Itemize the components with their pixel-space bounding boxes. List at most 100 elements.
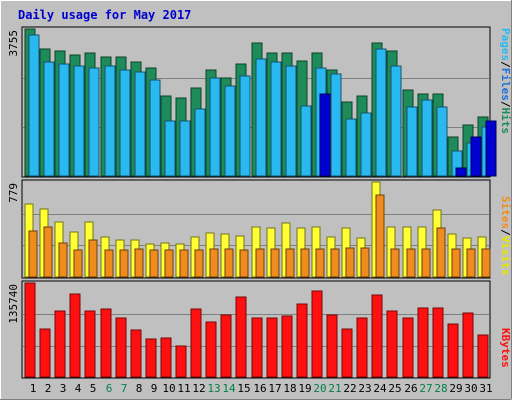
bar-files-day-22 (345, 118, 357, 177)
ymax-label-panel-3: 135740 (7, 284, 20, 324)
bar-sites-day-16 (255, 248, 265, 278)
bar-sites-day-26 (406, 248, 416, 278)
bars-kbytes (24, 282, 489, 378)
x-axis-day-labels: 1 2 3 4 5 6 7 8 9 10 11 12 13 14 15 16 17 18 19 20 21 22 23 24 2… (30, 382, 493, 395)
bars-hits-files-pages (24, 28, 497, 177)
bar-files-day-28 (436, 106, 448, 177)
bar-kbytes-day-1 (24, 282, 36, 378)
bar-files-day-2 (43, 61, 55, 177)
bar-sites-day-30 (466, 248, 476, 278)
x-tick-label-day-14: 14 (222, 382, 236, 395)
bar-sites-day-27 (421, 248, 431, 278)
legend-panel-3: KBytes (499, 328, 512, 368)
x-tick-label-day-17: 17 (268, 382, 281, 395)
bar-sites-day-22 (345, 247, 355, 278)
x-tick-label-day-20: 20 (313, 382, 326, 395)
bar-sites-day-4 (73, 249, 83, 278)
x-tick-label-day-7: 7 (121, 382, 128, 395)
x-tick-label-day-19: 19 (298, 382, 311, 395)
bar-files-day-10 (164, 120, 176, 177)
x-tick-label-day-27: 27 (419, 382, 432, 395)
legend-panel-2: Sites/Visits (499, 196, 512, 276)
x-tick-label-day-28: 28 (434, 382, 447, 395)
legend-pages: Pages (499, 28, 512, 61)
legend-sep-1: / (499, 61, 512, 68)
x-tick-label-day-15: 15 (237, 382, 250, 395)
bar-files-day-19 (300, 105, 312, 177)
x-tick-label-day-6: 6 (106, 382, 113, 395)
bar-files-day-18 (285, 65, 297, 177)
x-tick-label-day-29: 29 (449, 382, 462, 395)
bar-sites-day-6 (104, 249, 114, 278)
bar-sites-day-2 (43, 226, 53, 278)
x-tick-label-day-26: 26 (404, 382, 417, 395)
x-tick-label-day-2: 2 (45, 382, 52, 395)
bar-sites-day-24 (375, 194, 385, 278)
bar-kbytes-day-26 (402, 317, 414, 378)
x-tick-label-day-13: 13 (207, 382, 220, 395)
bar-kbytes-day-20 (311, 290, 323, 378)
x-tick-label-day-30: 30 (464, 382, 477, 395)
bar-sites-day-17 (270, 248, 280, 278)
legend-sep-2: / (499, 101, 512, 108)
bar-kbytes-day-30 (462, 312, 474, 378)
bar-files-day-9 (149, 79, 161, 177)
bar-kbytes-day-31 (477, 334, 489, 378)
bar-kbytes-day-3 (54, 310, 66, 378)
bar-sites-day-29 (451, 248, 461, 278)
bar-kbytes-day-6 (100, 308, 112, 378)
bar-files-day-25 (390, 65, 402, 177)
bar-kbytes-day-25 (386, 310, 398, 378)
bar-kbytes-day-7 (115, 317, 127, 378)
bar-sites-day-28 (436, 227, 446, 278)
bar-files-day-6 (104, 65, 116, 177)
x-tick-label-day-3: 3 (60, 382, 67, 395)
x-tick-label-day-11: 11 (177, 382, 190, 395)
x-tick-label-day-9: 9 (151, 382, 158, 395)
bar-kbytes-day-11 (175, 345, 187, 378)
bar-files-day-13 (209, 77, 221, 177)
legend-sep-3: / (499, 229, 512, 236)
bar-pages-day-31 (485, 120, 497, 177)
bar-kbytes-day-18 (281, 315, 293, 378)
bar-pages-day-29 (455, 167, 467, 177)
bar-files-day-16 (255, 58, 267, 177)
x-tick-label-day-4: 4 (75, 382, 82, 395)
bar-files-day-4 (73, 65, 85, 177)
bar-files-day-5 (88, 67, 100, 177)
bar-sites-day-18 (285, 248, 295, 278)
bar-kbytes-day-23 (356, 317, 368, 378)
bar-sites-day-19 (300, 248, 310, 278)
bar-files-day-26 (406, 106, 418, 177)
bar-kbytes-day-4 (69, 293, 81, 378)
bar-files-day-23 (360, 112, 372, 177)
bar-kbytes-day-28 (432, 307, 444, 378)
bar-files-day-17 (270, 61, 282, 177)
bar-files-day-24 (375, 48, 387, 177)
legend-sites: Sites (499, 196, 512, 229)
bar-sites-day-13 (209, 248, 219, 278)
bar-files-day-15 (239, 75, 251, 177)
bar-kbytes-day-10 (160, 337, 172, 378)
bar-files-day-3 (58, 63, 70, 177)
bar-kbytes-day-13 (205, 321, 217, 378)
x-tick-label-day-24: 24 (373, 382, 387, 395)
bar-sites-day-21 (330, 248, 340, 278)
x-tick-label-day-10: 10 (162, 382, 175, 395)
bar-kbytes-day-27 (417, 307, 429, 378)
bar-sites-day-3 (58, 242, 68, 278)
bar-sites-day-20 (315, 248, 325, 278)
bar-pages-day-30 (470, 136, 482, 177)
ymax-label-panel-1: 3755 (7, 30, 20, 57)
x-tick-label-day-12: 12 (192, 382, 205, 395)
x-tick-label-day-18: 18 (283, 382, 296, 395)
bar-kbytes-day-22 (341, 328, 353, 378)
bar-sites-day-23 (360, 247, 370, 278)
bar-kbytes-day-24 (371, 294, 383, 378)
chart-title: Daily usage for May 2017 (18, 8, 191, 22)
bar-kbytes-day-16 (251, 317, 263, 378)
bar-kbytes-day-8 (130, 329, 142, 378)
x-tick-label-day-22: 22 (343, 382, 356, 395)
bar-sites-day-11 (179, 249, 189, 278)
bar-sites-day-14 (224, 248, 234, 278)
